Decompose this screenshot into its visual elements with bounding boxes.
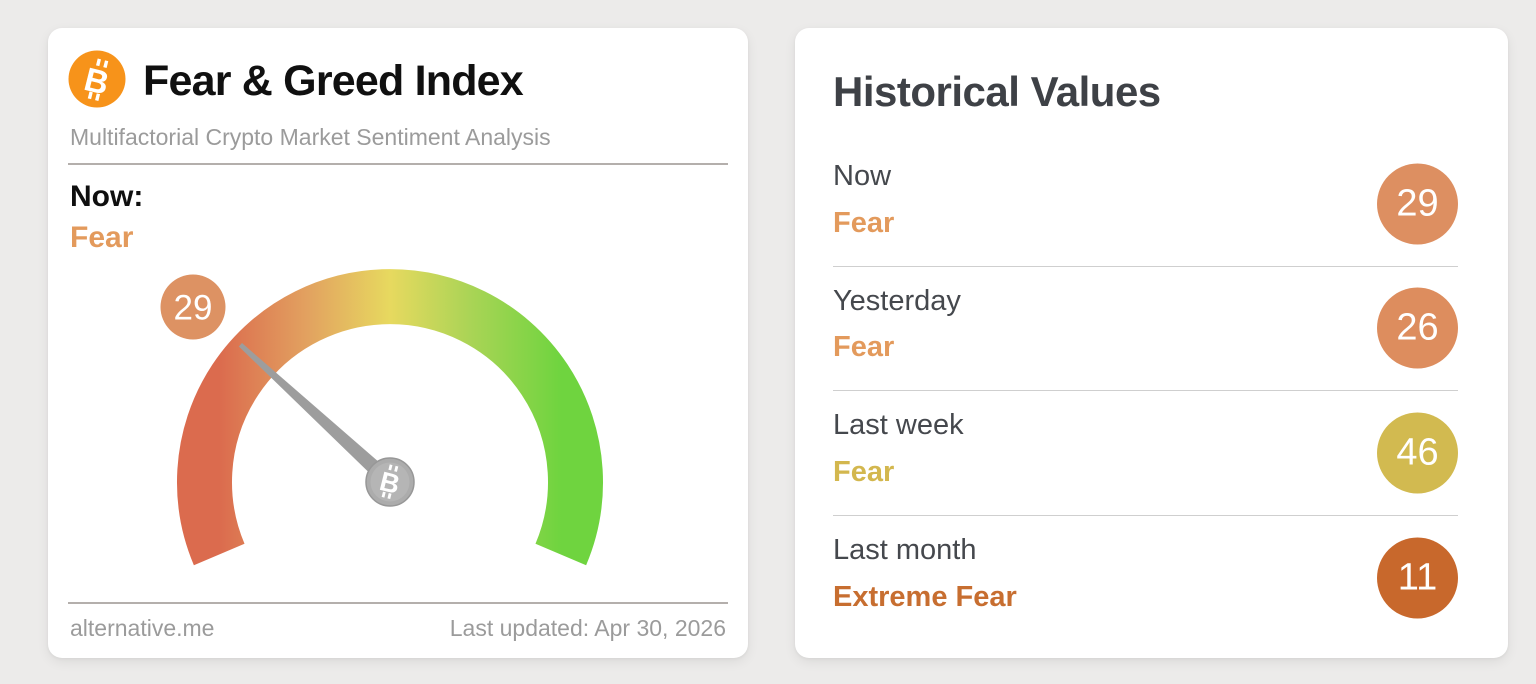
history-title: Historical Values bbox=[833, 68, 1161, 115]
gauge-value-badge: 29 bbox=[160, 274, 226, 340]
row-period-label: Yesterday bbox=[833, 284, 961, 317]
page: B Fear & Greed Index Multifactorial Cryp… bbox=[48, 28, 1508, 658]
now-sentiment: Fear bbox=[70, 221, 134, 254]
source-link[interactable]: alternative.me bbox=[70, 615, 215, 641]
row-period-label: Last month bbox=[833, 533, 977, 566]
row-value-badge: 46 bbox=[1377, 412, 1458, 494]
history-rows: Now Fear 29 Yesterday Fear 26 Last week … bbox=[833, 142, 1458, 639]
gauge-needle-group bbox=[238, 343, 397, 489]
history-row-yesterday: Yesterday Fear 26 bbox=[833, 265, 1458, 391]
historical-values-card: Historical Values Now Fear 29 Yesterday … bbox=[795, 28, 1508, 658]
gauge-needle bbox=[238, 343, 397, 489]
row-sentiment: Fear bbox=[833, 206, 895, 239]
row-sentiment: Fear bbox=[833, 331, 895, 364]
history-row-now: Now Fear 29 bbox=[833, 142, 1458, 266]
card-header: B Fear & Greed Index bbox=[68, 50, 728, 113]
card-subtitle: Multifactorial Crypto Market Sentiment A… bbox=[70, 124, 551, 150]
current-sentiment-block: Now: Fear bbox=[70, 180, 728, 254]
history-row-last-week: Last week Fear 46 bbox=[833, 390, 1458, 515]
gauge: B 29 bbox=[68, 262, 728, 602]
gauge-hub-bitcoin-icon: B bbox=[365, 457, 415, 507]
history-row-last-month: Last month Extreme Fear 11 bbox=[833, 514, 1458, 640]
gauge-arc bbox=[177, 269, 603, 566]
gauge-svg: B 29 bbox=[160, 269, 603, 566]
last-updated: Last updated: Apr 30, 2026 bbox=[449, 615, 726, 641]
header-divider bbox=[68, 163, 728, 165]
bitcoin-icon: B bbox=[68, 50, 126, 113]
now-label: Now: bbox=[70, 180, 144, 213]
footer-divider bbox=[68, 602, 728, 604]
fear-greed-card: B Fear & Greed Index Multifactorial Cryp… bbox=[48, 28, 748, 658]
row-value-badge: 11 bbox=[1377, 537, 1458, 619]
row-value-badge: 29 bbox=[1377, 163, 1458, 245]
card-footer: alternative.me Last updated: Apr 30, 202… bbox=[68, 602, 728, 648]
row-value-badge: 26 bbox=[1377, 287, 1458, 369]
row-period-label: Now bbox=[833, 160, 892, 192]
card-title: Fear & Greed Index bbox=[143, 57, 524, 105]
row-sentiment: Extreme Fear bbox=[833, 580, 1017, 613]
row-period-label: Last week bbox=[833, 409, 964, 442]
row-sentiment: Fear bbox=[833, 455, 895, 488]
gauge-value: 29 bbox=[174, 289, 213, 328]
